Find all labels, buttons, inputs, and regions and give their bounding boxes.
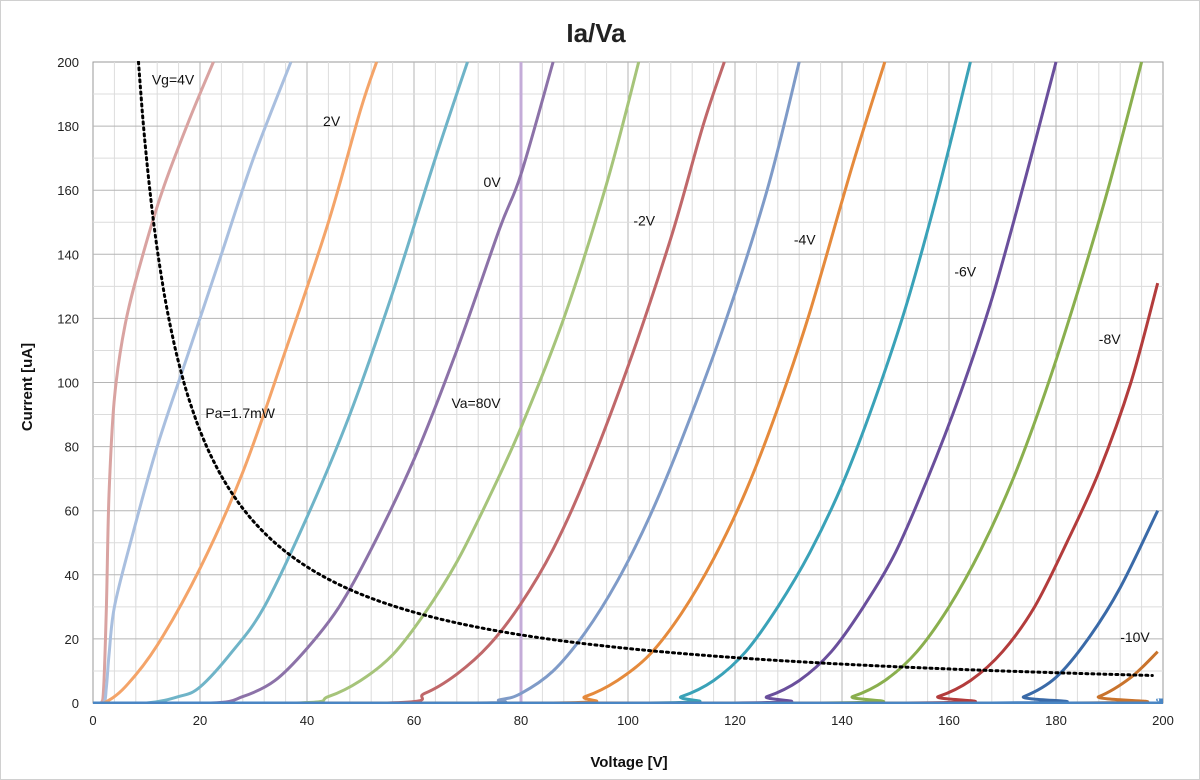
y-tick-label: 160 <box>57 183 79 198</box>
curve-label: 0V <box>484 174 502 190</box>
y-tick-labels: 0 20 40 60 80 100 120 140 160 180 200 <box>57 55 79 711</box>
curve-label: Vg=4V <box>152 71 195 87</box>
x-tick-labels: 0 20 40 60 80 100 120 140 160 180 200 <box>89 713 1173 728</box>
y-tick-label: 20 <box>65 632 79 647</box>
y-tick-label: 60 <box>65 504 79 519</box>
series-line-2 <box>93 61 293 704</box>
y-tick-label: 100 <box>57 376 79 391</box>
y-tick-label: 80 <box>65 440 79 455</box>
x-tick-label: 140 <box>831 713 853 728</box>
curve-label: 2V <box>323 113 341 129</box>
plot-series <box>93 61 1163 704</box>
power-dissipation-curve <box>137 61 1154 677</box>
y-tick-label: 140 <box>57 247 79 262</box>
series-line-4 <box>93 61 469 704</box>
curve-label: -8V <box>1099 331 1121 347</box>
curve-label: Va=80V <box>451 395 501 411</box>
curve-label: -2V <box>633 212 655 228</box>
y-tick-label: 120 <box>57 311 79 326</box>
curve-label: -4V <box>794 232 816 248</box>
curve-label: -6V <box>954 264 976 280</box>
series-line-1 <box>93 61 215 704</box>
x-tick-label: 20 <box>193 713 207 728</box>
y-axis-title: Current [uA] <box>19 343 36 431</box>
x-tick-label: 80 <box>514 713 528 728</box>
chart-title: Ia/Va <box>566 18 626 48</box>
series-line-5 <box>93 61 555 704</box>
x-tick-label: 0 <box>89 713 96 728</box>
y-tick-label: 0 <box>72 696 79 711</box>
y-tick-label: 40 <box>65 568 79 583</box>
y-tick-label: 200 <box>57 55 79 70</box>
curve-label: -10V <box>1120 629 1150 645</box>
x-tick-label: 120 <box>724 713 746 728</box>
x-tick-label: 40 <box>300 713 314 728</box>
x-tick-label: 100 <box>617 713 639 728</box>
series-line-16 <box>93 698 1163 704</box>
curve-label: Pa=1.7mW <box>205 405 275 421</box>
x-tick-label: 160 <box>938 713 960 728</box>
x-tick-label: 180 <box>1045 713 1067 728</box>
series-line-3 <box>93 61 379 704</box>
series-line-6 <box>93 61 641 704</box>
curve-annotations: Vg=4V 2V 0V -2V -4V -6V -8V -10V Va=80V Pa=1.7mW <box>152 71 1151 645</box>
x-axis-title: Voltage [V] <box>590 754 667 771</box>
x-tick-label: 60 <box>407 713 421 728</box>
y-tick-label: 180 <box>57 119 79 134</box>
x-tick-label: 200 <box>1152 713 1174 728</box>
